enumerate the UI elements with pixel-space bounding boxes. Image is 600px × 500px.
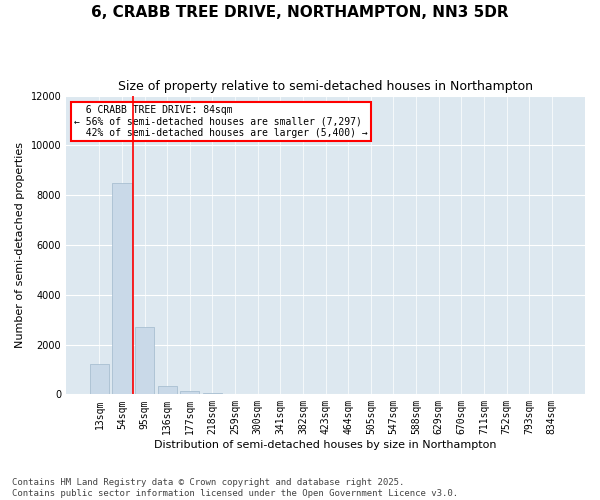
Bar bbox=[180, 392, 199, 394]
X-axis label: Distribution of semi-detached houses by size in Northampton: Distribution of semi-detached houses by … bbox=[154, 440, 497, 450]
Text: Contains HM Land Registry data © Crown copyright and database right 2025.
Contai: Contains HM Land Registry data © Crown c… bbox=[12, 478, 458, 498]
Text: 6 CRABB TREE DRIVE: 84sqm  
← 56% of semi-detached houses are smaller (7,297)
  : 6 CRABB TREE DRIVE: 84sqm ← 56% of semi-… bbox=[74, 104, 368, 138]
Y-axis label: Number of semi-detached properties: Number of semi-detached properties bbox=[15, 142, 25, 348]
Text: 6, CRABB TREE DRIVE, NORTHAMPTON, NN3 5DR: 6, CRABB TREE DRIVE, NORTHAMPTON, NN3 5D… bbox=[91, 5, 509, 20]
Bar bbox=[158, 386, 177, 394]
Bar bbox=[135, 327, 154, 394]
Bar bbox=[203, 393, 222, 394]
Title: Size of property relative to semi-detached houses in Northampton: Size of property relative to semi-detach… bbox=[118, 80, 533, 93]
Bar bbox=[112, 182, 131, 394]
Bar bbox=[90, 364, 109, 394]
